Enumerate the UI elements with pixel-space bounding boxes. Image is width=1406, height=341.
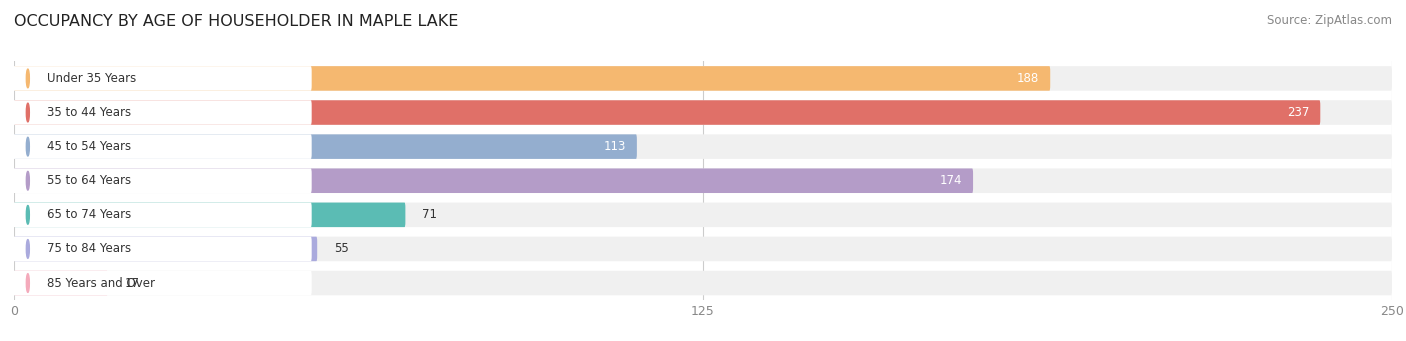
FancyBboxPatch shape [14,203,405,227]
Circle shape [27,206,30,224]
FancyBboxPatch shape [14,237,1392,261]
Circle shape [27,103,30,122]
Circle shape [27,240,30,258]
FancyBboxPatch shape [14,237,318,261]
Text: 55: 55 [333,242,349,255]
Text: 113: 113 [603,140,626,153]
FancyBboxPatch shape [8,168,312,193]
FancyBboxPatch shape [14,168,973,193]
Text: 188: 188 [1017,72,1039,85]
Text: 17: 17 [124,277,139,290]
FancyBboxPatch shape [14,100,1320,125]
Circle shape [27,274,30,292]
Circle shape [27,137,30,156]
Text: 55 to 64 Years: 55 to 64 Years [48,174,131,187]
Text: 71: 71 [422,208,437,221]
Circle shape [27,69,30,88]
FancyBboxPatch shape [14,134,1392,159]
Text: 75 to 84 Years: 75 to 84 Years [48,242,131,255]
Text: Source: ZipAtlas.com: Source: ZipAtlas.com [1267,14,1392,27]
FancyBboxPatch shape [14,100,1392,125]
Text: 174: 174 [939,174,962,187]
Text: 45 to 54 Years: 45 to 54 Years [48,140,131,153]
Circle shape [27,172,30,190]
FancyBboxPatch shape [14,271,108,295]
Text: 237: 237 [1286,106,1309,119]
FancyBboxPatch shape [14,271,1392,295]
FancyBboxPatch shape [8,100,312,125]
Text: 35 to 44 Years: 35 to 44 Years [48,106,131,119]
FancyBboxPatch shape [8,203,312,227]
Text: OCCUPANCY BY AGE OF HOUSEHOLDER IN MAPLE LAKE: OCCUPANCY BY AGE OF HOUSEHOLDER IN MAPLE… [14,14,458,29]
FancyBboxPatch shape [14,66,1392,91]
FancyBboxPatch shape [8,271,312,295]
FancyBboxPatch shape [14,203,1392,227]
FancyBboxPatch shape [8,237,312,261]
Text: 85 Years and Over: 85 Years and Over [48,277,155,290]
FancyBboxPatch shape [14,168,1392,193]
Text: Under 35 Years: Under 35 Years [48,72,136,85]
FancyBboxPatch shape [14,134,637,159]
Text: 65 to 74 Years: 65 to 74 Years [48,208,131,221]
FancyBboxPatch shape [8,66,312,91]
FancyBboxPatch shape [14,66,1050,91]
FancyBboxPatch shape [8,134,312,159]
